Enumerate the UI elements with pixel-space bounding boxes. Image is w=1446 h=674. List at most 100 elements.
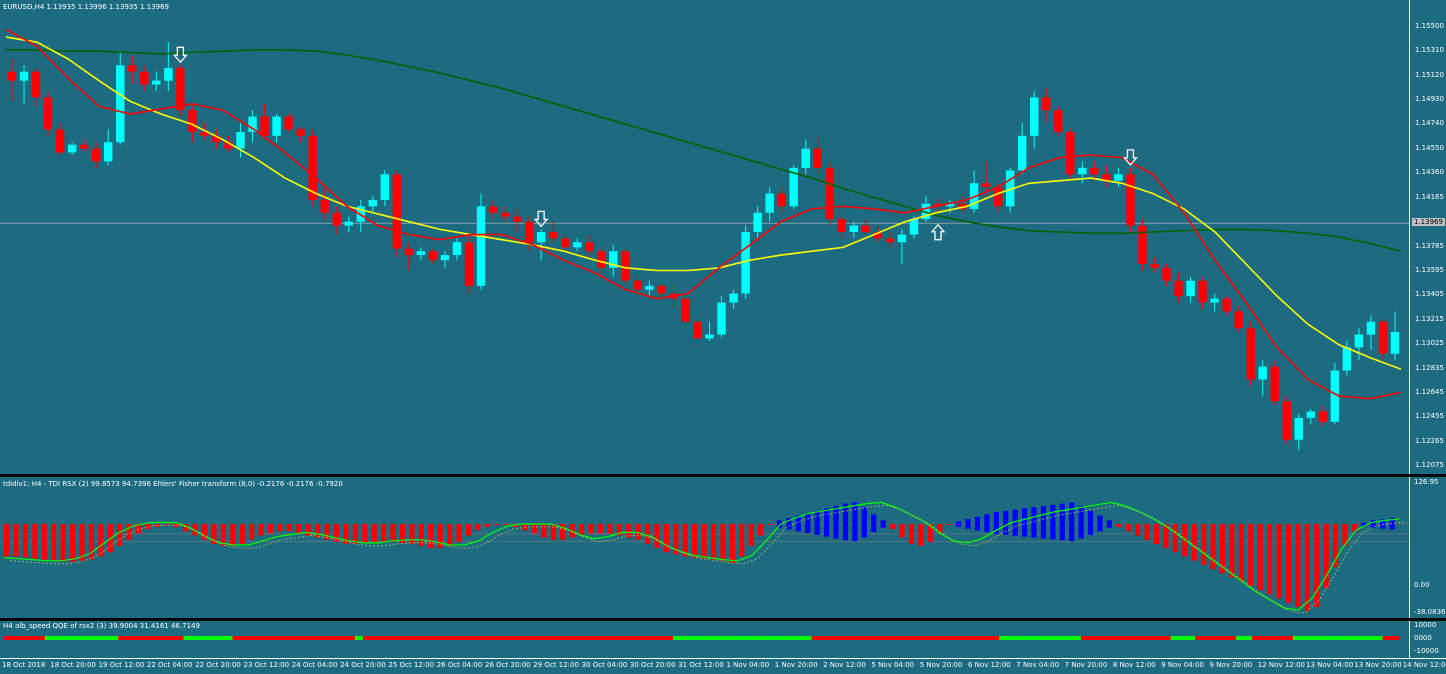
histogram-bar	[258, 524, 264, 536]
candle	[416, 247, 426, 261]
tdi-axis: 126.95 0.00 -38.0836	[1409, 477, 1446, 618]
candle	[332, 206, 341, 235]
qqe-state-bar	[836, 636, 845, 640]
ma-slow-line	[6, 49, 1402, 252]
candle	[825, 161, 834, 226]
qqe-state-bar	[1227, 636, 1237, 640]
histogram-bar	[1210, 524, 1216, 570]
candle	[1150, 257, 1159, 274]
qqe-axis-mid: 0000	[1414, 634, 1432, 642]
qqe-state-bar	[1089, 636, 1098, 640]
price-axis-label: 1.13595	[1415, 266, 1444, 275]
qqe-state-bar	[615, 636, 625, 640]
price-axis-label: 1.14165	[1415, 193, 1444, 201]
candle	[681, 293, 690, 329]
qqe-state-bar	[550, 636, 560, 640]
sell-arrow-icon	[1123, 149, 1138, 166]
candle	[260, 103, 269, 140]
qqe-state-bar	[485, 636, 494, 640]
histogram-bar	[88, 524, 95, 560]
histogram-bar	[861, 507, 867, 538]
qqe-state-bar	[1154, 636, 1163, 640]
histogram-bar	[776, 520, 783, 528]
price-chart-panel[interactable]: EURUSD,H4 1.13935 1.13996 1.13935 1.1396…	[0, 0, 1409, 474]
histogram-bar	[993, 512, 999, 534]
histogram-bar	[1191, 524, 1197, 561]
qqe-state-bar	[672, 636, 682, 640]
qqe-state-bar	[1178, 636, 1188, 640]
qqe-state-bar	[1195, 636, 1204, 640]
histogram-bar	[60, 524, 66, 562]
histogram-bar	[447, 524, 453, 546]
candle	[1342, 340, 1352, 376]
buy-arrow-icon	[930, 223, 946, 241]
qqe-state-bar	[1064, 636, 1073, 640]
candle	[452, 238, 462, 261]
histogram-bar	[578, 524, 585, 535]
price-chart	[0, 28, 1409, 450]
candle	[849, 221, 859, 239]
histogram-bar	[51, 524, 57, 561]
histogram-bar	[955, 521, 962, 527]
histogram-bar	[1219, 524, 1226, 574]
qqe-state-bar	[387, 636, 396, 640]
histogram-bar	[541, 524, 547, 538]
qqe-state-bar	[183, 636, 192, 640]
candle	[308, 129, 317, 207]
histogram-bar	[1257, 524, 1263, 591]
histogram-bar	[494, 524, 500, 525]
time-axis-label: 18 Oct 20:00	[50, 661, 96, 669]
histogram-bar	[729, 524, 735, 563]
histogram-bar	[286, 524, 292, 532]
time-axis-label: 7 Nov 04:00	[1016, 661, 1060, 669]
tdi-indicator-panel[interactable]: tdidiv1: H4 - TDI RSX (2) 99.8573 94.739…	[0, 477, 1409, 618]
qqe-state-bar	[1113, 636, 1122, 640]
qqe-state-bar	[452, 636, 462, 640]
histogram-bar	[164, 524, 170, 525]
candle	[957, 196, 967, 213]
qqe-state-bar	[721, 636, 731, 640]
candle	[1017, 122, 1027, 175]
candle	[1354, 328, 1364, 361]
qqe-state-bar	[28, 636, 37, 640]
qqe-state-bar	[762, 636, 772, 640]
histogram-bar	[946, 524, 952, 525]
qqe-state-bar	[20, 636, 29, 640]
histogram-bar	[41, 524, 47, 560]
qqe-state-bar	[1358, 636, 1367, 640]
qqe-state-bar	[599, 636, 608, 640]
qqe-indicator-panel[interactable]: H4 alb_speed QQE of rsx2 (3) 39.9004 31.…	[0, 621, 1409, 658]
candle	[753, 206, 762, 239]
histogram-bar	[1116, 524, 1122, 528]
histogram-bar	[937, 524, 943, 534]
histogram-bar	[1267, 524, 1273, 595]
time-axis-label: 2 Nov 12:00	[823, 661, 866, 669]
candle	[609, 244, 618, 277]
histogram-bar	[644, 524, 651, 544]
qqe-state-bar	[265, 636, 274, 640]
qqe-state-bar	[52, 636, 62, 640]
qqe-state-bar	[1023, 636, 1033, 640]
chart-title: EURUSD,H4 1.13935 1.13996 1.13935 1.1396…	[3, 3, 169, 11]
candle	[645, 280, 654, 297]
histogram-bar	[795, 515, 801, 532]
histogram-bar	[211, 524, 217, 544]
ma-fast-line	[5, 28, 1402, 400]
time-axis: 18 Oct 2018 18 Oct 20:00 19 Oct 12:00 22 Oc…	[0, 658, 1446, 674]
histogram-bar	[758, 524, 764, 536]
candle	[1114, 167, 1123, 188]
time-axis-label: 31 Oct 12:00	[678, 661, 724, 669]
qqe-state-bar	[1146, 636, 1155, 640]
candle	[79, 139, 89, 153]
qqe-state-bar	[966, 636, 976, 640]
qqe-state-bar	[501, 636, 511, 640]
qqe-state-bar	[876, 636, 886, 640]
qqe-state-bar	[240, 636, 250, 640]
histogram-bar	[663, 524, 669, 553]
candle	[633, 273, 642, 294]
qqe-state-bar	[803, 636, 812, 640]
time-axis-label: 8 Nov 12:00	[1112, 661, 1156, 669]
candle	[7, 58, 17, 102]
qqe-state-bar	[705, 636, 715, 640]
qqe-state-bar	[787, 636, 796, 640]
